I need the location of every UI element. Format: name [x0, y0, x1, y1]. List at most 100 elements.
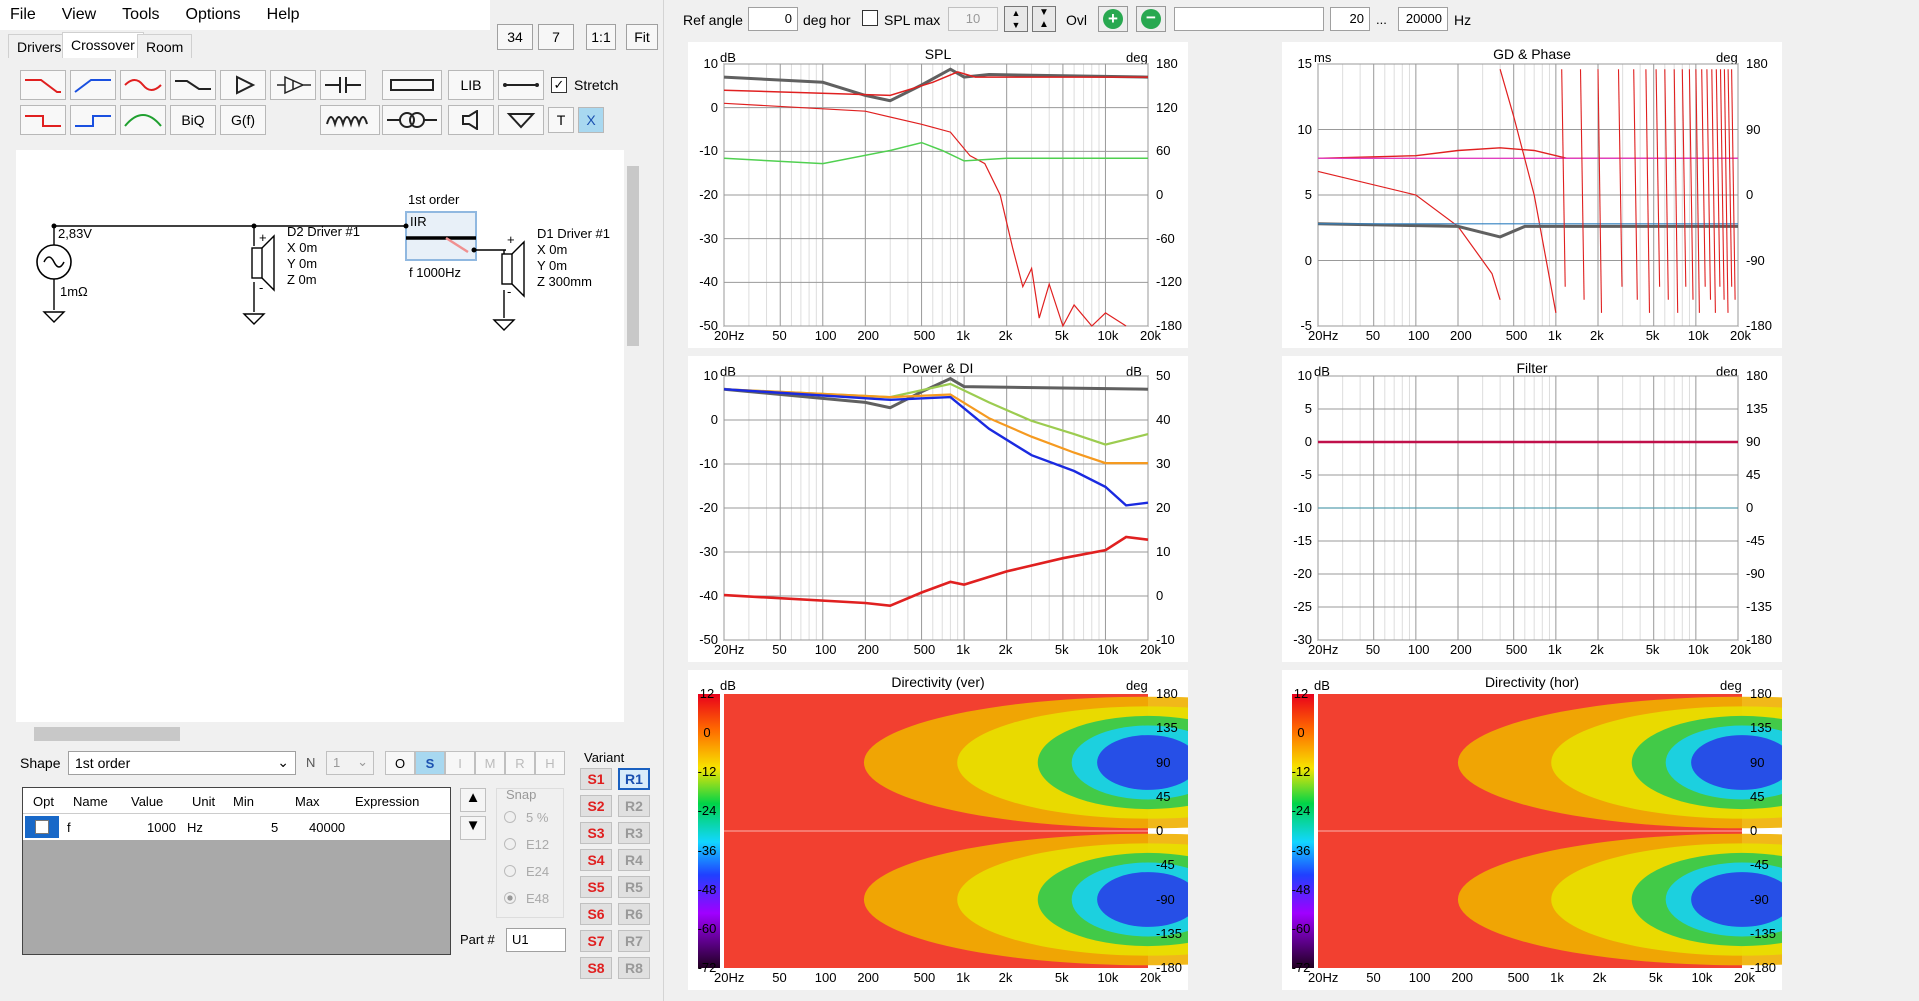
bandpass-button[interactable] — [120, 105, 166, 135]
filter-type-label[interactable]: IIR — [410, 214, 427, 229]
menu-file[interactable]: File — [10, 6, 36, 23]
tab-drivers[interactable]: Drivers — [8, 34, 71, 58]
vertical-scrollbar[interactable] — [624, 150, 642, 722]
schematic-canvas[interactable]: 2,83V 1mΩ + - D2 Driver #1 X 0m Y 0m Z 0… — [16, 150, 642, 722]
move-up-button[interactable]: ▲ — [460, 788, 486, 812]
wire-button[interactable] — [498, 70, 544, 100]
variant-r5-button[interactable]: R5 — [618, 876, 650, 898]
delete-button[interactable]: X — [578, 107, 604, 133]
variant-r2-button[interactable]: R2 — [618, 795, 650, 817]
snap-e48-radio[interactable] — [504, 892, 516, 904]
shape-r-button[interactable]: R — [505, 751, 535, 775]
deg-hor-label: deg hor — [803, 12, 851, 28]
zoom-value-b[interactable]: 7 — [538, 24, 574, 50]
variant-r3-button[interactable]: R3 — [618, 822, 650, 844]
freq-from-input[interactable]: 20 — [1330, 7, 1370, 31]
shape-s-button[interactable]: S — [415, 751, 445, 775]
spl-max-input[interactable]: 10 — [948, 7, 998, 31]
dirh-graph[interactable]: Directivity (hor) dB deg 180 135 90 45 0 -45 -90 -… — [1282, 670, 1782, 990]
shape-m-button[interactable]: M — [475, 751, 505, 775]
row-max[interactable]: 40000 — [309, 820, 346, 835]
part-input[interactable]: U1 — [506, 928, 566, 952]
add-overlay-button[interactable]: + — [1098, 6, 1128, 32]
row-value[interactable]: 1000 — [147, 820, 176, 835]
variant-s4-button[interactable]: S4 — [580, 849, 612, 871]
opt-checkbox[interactable] — [35, 820, 49, 834]
biquad-button[interactable]: BiQ — [170, 105, 216, 135]
n-select[interactable]: 1 ⌄ — [326, 751, 374, 775]
transfer-function-button[interactable]: G(f) — [220, 105, 266, 135]
library-button[interactable]: LIB — [448, 70, 494, 100]
menu-options[interactable]: Options — [185, 6, 241, 23]
overlay-input[interactable] — [1174, 7, 1324, 31]
capacitor-button[interactable] — [320, 70, 366, 100]
highpass-2-button[interactable] — [70, 105, 116, 135]
variant-s3-button[interactable]: S3 — [580, 822, 612, 844]
buffer-button[interactable] — [270, 70, 316, 100]
filter-graph[interactable]: Filter dB deg 10 5 0 -5 -10 -15 -20 -25 -30 180 135 90… — [1282, 356, 1782, 662]
shape-h-button[interactable]: H — [535, 751, 565, 775]
filter-ytick-right: 0 — [1746, 500, 1754, 515]
filter-ytick-right: 180 — [1746, 368, 1768, 383]
table-row[interactable] — [23, 814, 450, 840]
fit-button[interactable]: Fit — [626, 24, 658, 50]
ground-button[interactable] — [498, 105, 544, 135]
snap-e24-radio[interactable] — [504, 865, 516, 877]
gd-graph[interactable]: GD & Phase ms deg 15 10 5 0 -5 180 90 0 -90 -180 20Hz… — [1282, 42, 1782, 348]
variant-r8-button[interactable]: R8 — [618, 957, 650, 979]
opt-cell[interactable] — [25, 816, 59, 838]
spl-graph[interactable]: SPL dB deg 10 0 -10 -20 -30 -40 -50 180 120 60 0 -60 -1… — [688, 42, 1188, 348]
snap-5-radio[interactable] — [504, 811, 516, 823]
lowpass-2-button[interactable] — [20, 105, 66, 135]
horizontal-scroll-thumb[interactable] — [34, 727, 180, 741]
variant-r4-button[interactable]: R4 — [618, 849, 650, 871]
row-name[interactable]: f — [67, 820, 71, 835]
zoom-value-a[interactable]: 34 — [497, 24, 533, 50]
row-min[interactable]: 5 — [271, 820, 279, 835]
variant-s7-button[interactable]: S7 — [580, 930, 612, 952]
resistor-button[interactable] — [382, 70, 442, 100]
variant-s8-button[interactable]: S8 — [580, 957, 612, 979]
shape-select[interactable]: 1st order ⌄ — [68, 751, 296, 775]
shape-i-button[interactable]: I — [445, 751, 475, 775]
vertical-scroll-thumb[interactable] — [627, 166, 639, 346]
ref-angle-input[interactable]: 0 — [748, 7, 798, 31]
tab-crossover[interactable]: Crossover — [62, 32, 144, 58]
lowpass-filter-button[interactable] — [20, 70, 66, 100]
driver-button[interactable] — [448, 105, 494, 135]
variant-r1-button[interactable]: R1 — [618, 768, 650, 790]
menu-view[interactable]: View — [61, 6, 97, 23]
ratio-button[interactable]: 1:1 — [586, 24, 616, 50]
dirv-graph[interactable]: Directivity (ver) dB deg 180 135 90 45 0 -45 -90 -… — [688, 670, 1188, 990]
shelf-filter-button[interactable] — [170, 70, 216, 100]
stretch-checkbox[interactable]: ✓ — [551, 77, 567, 93]
d2-name-label[interactable]: D2 Driver #1 — [287, 224, 360, 239]
inductor-button[interactable] — [320, 105, 380, 135]
power-graph[interactable]: Power & DI dB dB 10 0 -10 -20 -30 -40 -50 50 40 30 20… — [688, 356, 1188, 662]
tab-room[interactable]: Room — [137, 34, 193, 58]
variant-s1-button[interactable]: S1 — [580, 768, 612, 790]
highpass-filter-button[interactable] — [70, 70, 116, 100]
remove-overlay-button[interactable]: − — [1136, 6, 1166, 32]
move-down-button[interactable]: ▼ — [460, 816, 486, 840]
allpass-filter-button[interactable] — [120, 70, 166, 100]
variant-s6-button[interactable]: S6 — [580, 903, 612, 925]
variant-s5-button[interactable]: S5 — [580, 876, 612, 898]
variant-s2-button[interactable]: S2 — [580, 795, 612, 817]
text-button[interactable]: T — [548, 107, 574, 133]
horizontal-scrollbar[interactable] — [16, 722, 636, 746]
menu-help[interactable]: Help — [266, 6, 300, 23]
spl-limit-button[interactable]: ▼ ▲ — [1032, 6, 1056, 32]
spl-max-checkbox[interactable] — [862, 10, 878, 26]
freq-to-input[interactable]: 20000 — [1398, 7, 1448, 31]
spl-spin-button[interactable]: ▲ ▼ — [1004, 6, 1028, 32]
shape-o-button[interactable]: O — [385, 751, 415, 775]
col-unit: Unit — [192, 794, 216, 809]
menu-tools[interactable]: Tools — [122, 6, 160, 23]
snap-e12-radio[interactable] — [504, 838, 516, 850]
variant-r6-button[interactable]: R6 — [618, 903, 650, 925]
transformer-button[interactable] — [382, 105, 442, 135]
gain-button[interactable] — [220, 70, 266, 100]
d1-name-label[interactable]: D1 Driver #1 — [537, 226, 610, 241]
variant-r7-button[interactable]: R7 — [618, 930, 650, 952]
